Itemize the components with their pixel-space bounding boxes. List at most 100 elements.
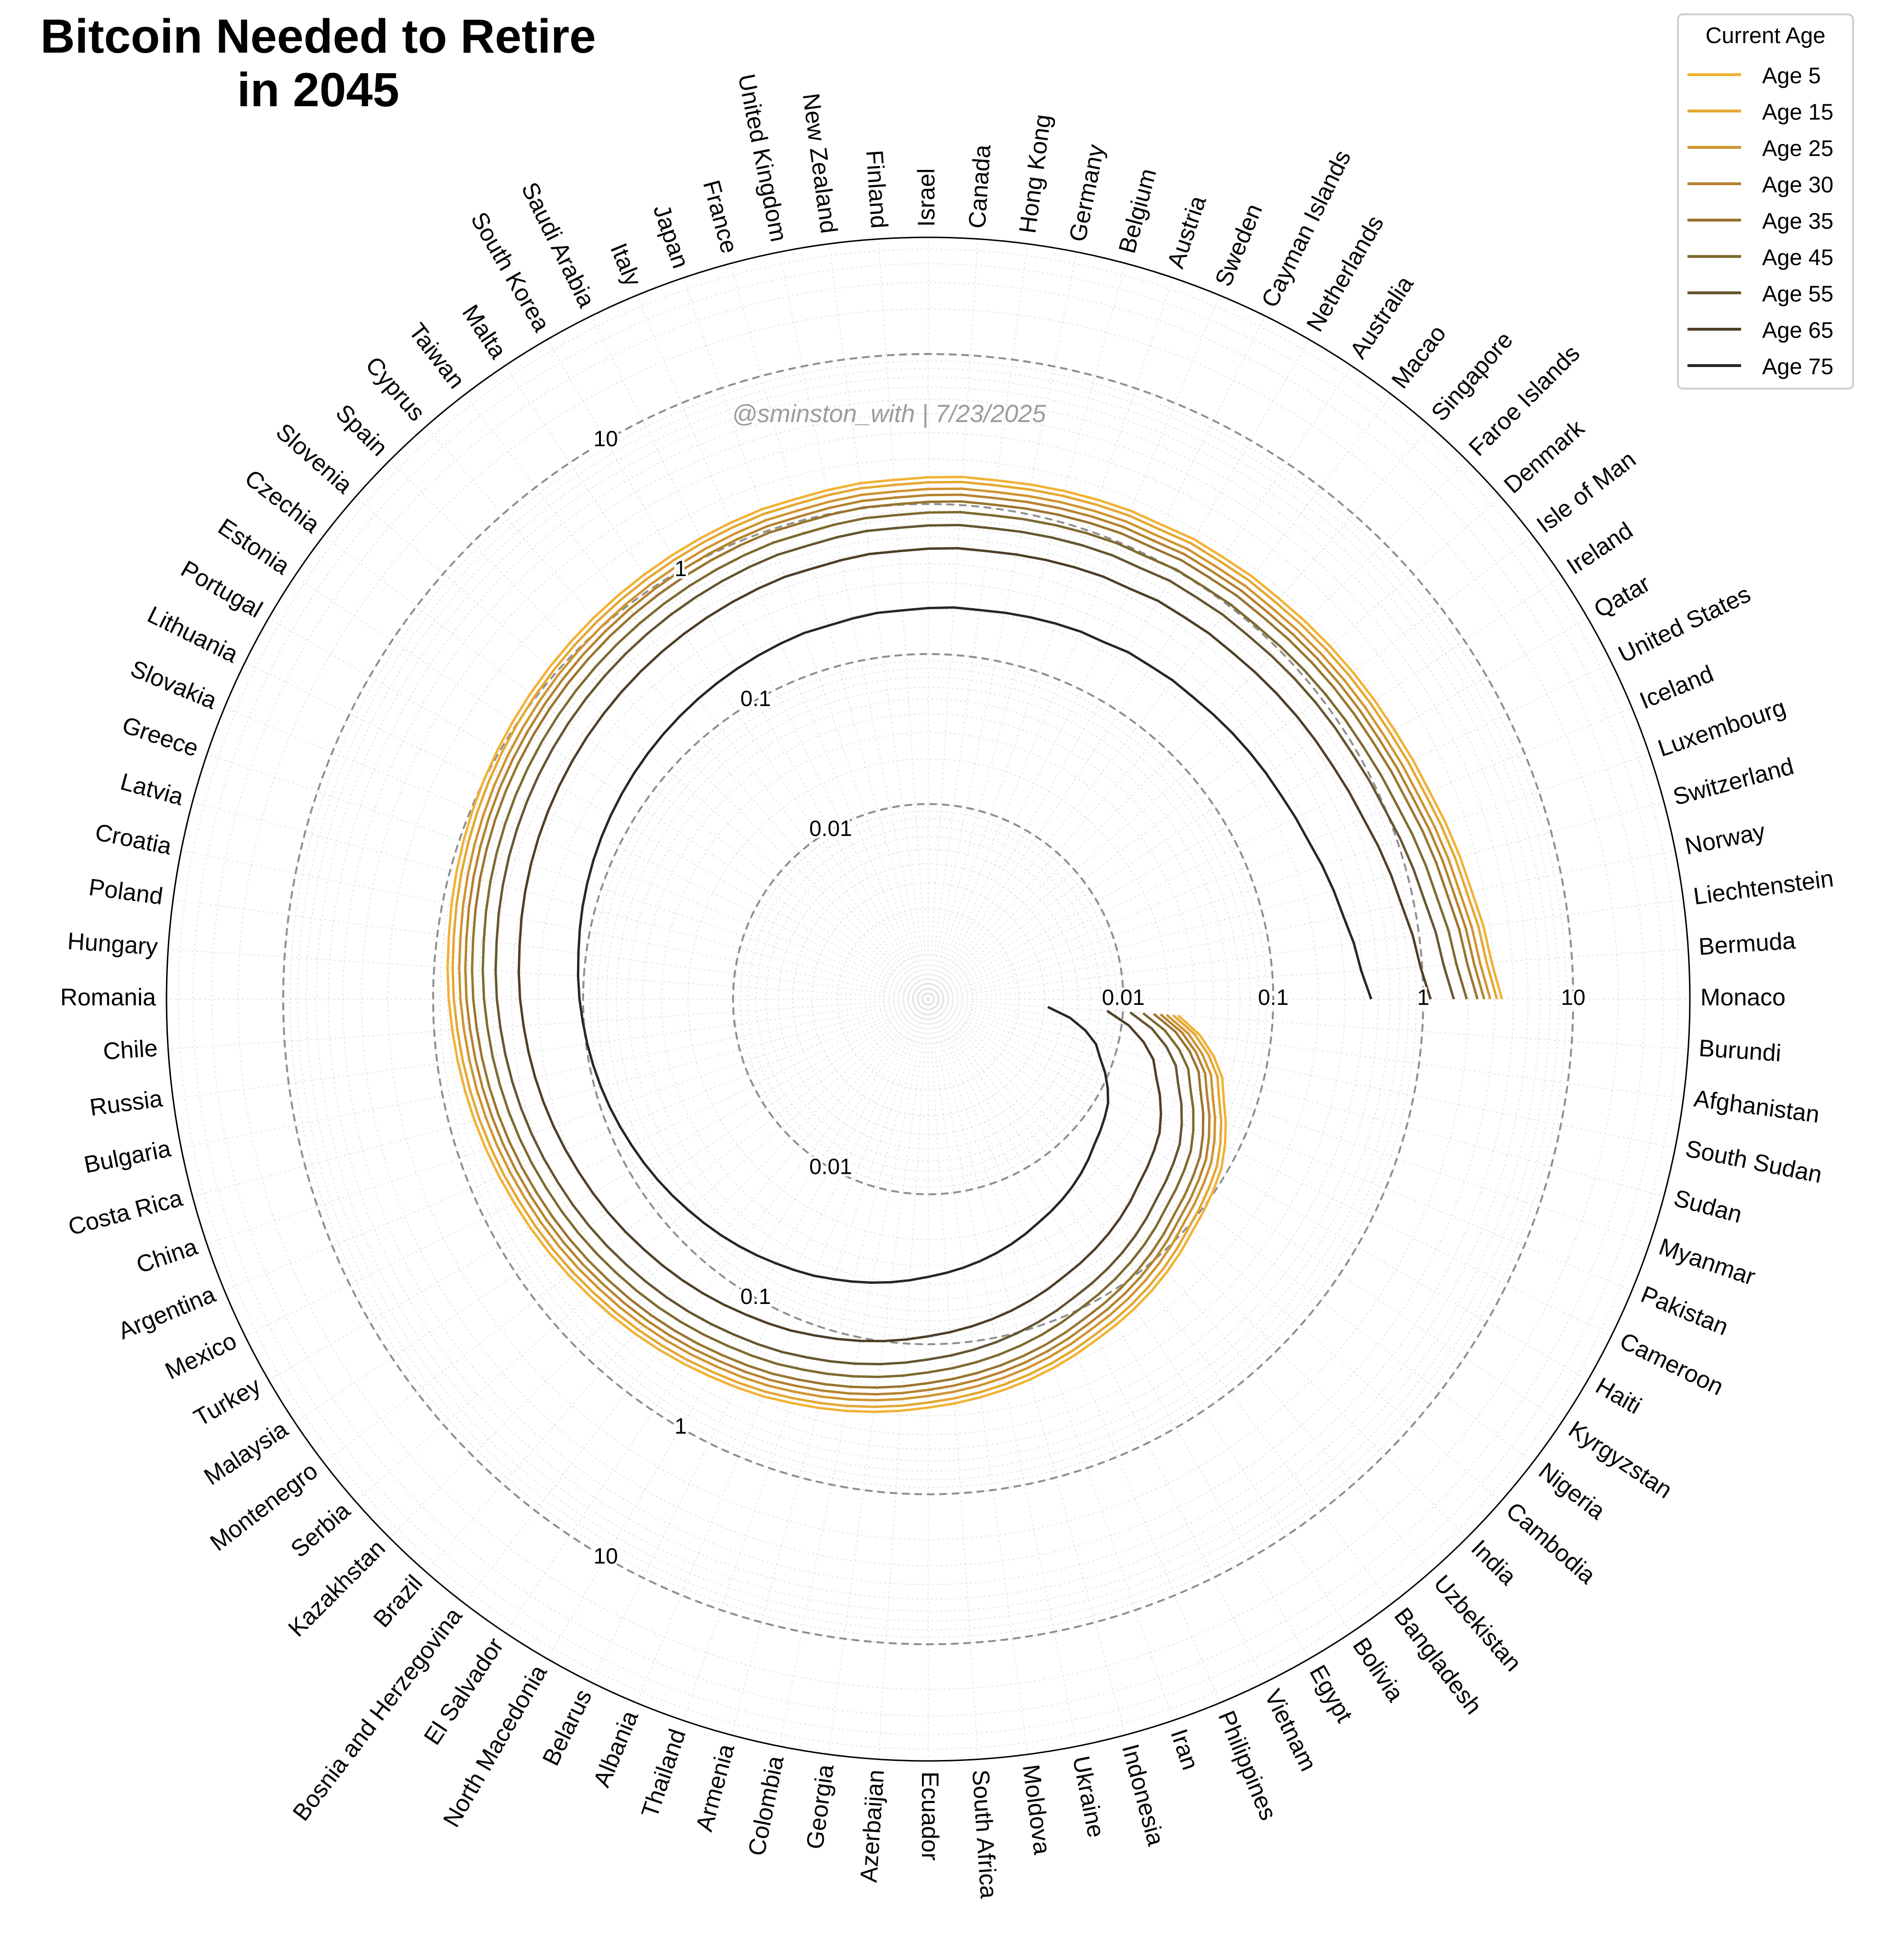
- country-label: Nigeria: [1534, 1457, 1610, 1525]
- minor-grid-ring: [766, 836, 1091, 1162]
- country-label: Austria: [1162, 192, 1211, 272]
- legend-label: Age 35: [1762, 208, 1833, 234]
- ring-tick-label: 1: [675, 1414, 687, 1438]
- major-grid-ring: [282, 353, 1575, 1646]
- country-label: Afghanistan: [1692, 1085, 1821, 1128]
- country-label: Turkey: [189, 1372, 266, 1431]
- chart-title-line-1: Bitcoin Needed to Retire: [40, 10, 596, 63]
- country-label: Czechia: [240, 464, 325, 538]
- ring-tick-label: 0.1: [1258, 985, 1288, 1010]
- country-label: China: [133, 1233, 201, 1279]
- legend-swatch: [1687, 146, 1741, 149]
- ring-label-layer: 0.01 0.01 0.01 0.1 0.1 0.1 1 1 1 10 10 10: [591, 424, 1587, 1571]
- legend-item: Age 35: [1687, 205, 1850, 234]
- legend-label: Age 25: [1762, 135, 1833, 161]
- legend-swatch: [1687, 110, 1741, 112]
- minor-grid-ring: [306, 377, 1551, 1622]
- country-label: Moldova: [1018, 1763, 1056, 1856]
- country-label: Ireland: [1562, 517, 1637, 580]
- country-label: Qatar: [1589, 570, 1654, 623]
- grid-spoke: [928, 999, 1562, 1423]
- country-label: Russia: [88, 1085, 164, 1121]
- major-grid-ring: [732, 803, 1124, 1195]
- watermark: @sminston_with | 7/23/2025: [732, 400, 1046, 428]
- grid-spoke: [425, 426, 929, 1000]
- country-label: New Zealand: [798, 92, 843, 235]
- series-line: [517, 547, 1432, 1343]
- minor-grid-ring: [747, 818, 1110, 1180]
- country-label: Switzerland: [1670, 753, 1797, 811]
- minor-grid-ring: [361, 432, 1496, 1567]
- country-label: Macao: [1386, 320, 1451, 393]
- legend-item: Age 25: [1687, 132, 1850, 162]
- country-label: India: [1466, 1535, 1521, 1590]
- legend-label: Age 15: [1762, 99, 1833, 124]
- country-label: Indonesia: [1117, 1741, 1169, 1849]
- country-label: United Kingdom: [733, 72, 792, 244]
- country-label: Bermuda: [1698, 927, 1796, 960]
- chart-title-line-2: in 2045: [237, 63, 400, 117]
- series-line: [577, 606, 1373, 1284]
- chart-title: Bitcoin Needed to Retire in 2045: [0, 10, 636, 117]
- grid-spoke: [464, 999, 929, 1604]
- grid-spoke: [928, 244, 1028, 1000]
- grid-spoke: [928, 999, 1533, 1463]
- legend-swatch: [1687, 73, 1741, 76]
- grid-spoke: [731, 263, 929, 1000]
- grid-spoke: [928, 999, 1028, 1755]
- grid-spoke: [928, 899, 1684, 1000]
- country-label: Spain: [331, 399, 393, 461]
- country-label: France: [698, 177, 743, 256]
- ring-tick-label: 0.1: [740, 1284, 771, 1309]
- legend-label: Age 45: [1762, 245, 1833, 270]
- grid-spoke: [389, 460, 929, 1000]
- legend: Current Age Age 5 Age 15 Age 25 Age 30 Age 3…: [1677, 13, 1854, 390]
- ring-tick-label: 10: [593, 1544, 618, 1569]
- minor-grid-ring: [492, 563, 1364, 1435]
- country-label: Sweden: [1210, 200, 1267, 290]
- legend-label: Age 55: [1762, 281, 1833, 306]
- country-label: Armenia: [690, 1741, 739, 1835]
- country-label: Sudan: [1671, 1184, 1745, 1228]
- legend-item: Age 45: [1687, 241, 1850, 271]
- outer-boundary: [166, 236, 1691, 1762]
- minor-grid-ring: [388, 458, 1469, 1540]
- country-label: Azerbaijan: [855, 1769, 889, 1883]
- series-line: [471, 500, 1479, 1389]
- ring-tick-label: 1: [675, 556, 687, 581]
- minor-grid-ring: [447, 518, 1410, 1481]
- country-label: Thailand: [636, 1726, 691, 1821]
- country-label: Malta: [457, 300, 512, 364]
- country-label: Portugal: [177, 555, 267, 623]
- grid-spoke: [928, 263, 1126, 1000]
- grid-spoke: [928, 999, 1665, 1197]
- grid-spoke: [294, 575, 929, 1000]
- minor-grid-ring: [882, 953, 974, 1045]
- country-label: Finland: [861, 149, 893, 229]
- legend-item: Age 55: [1687, 278, 1850, 307]
- country-label: Taiwan: [404, 318, 470, 394]
- country-label: Greece: [119, 711, 202, 762]
- series-line: [451, 480, 1498, 1408]
- legend-title: Current Age: [1705, 22, 1826, 48]
- grid-spoke: [928, 999, 1684, 1099]
- country-label: Mexico: [161, 1327, 241, 1384]
- country-label: Hong Kong: [1014, 113, 1056, 235]
- country-label: Ukraine: [1067, 1754, 1110, 1840]
- country-label: Georgia: [801, 1763, 839, 1851]
- legend-swatch: [1687, 255, 1741, 258]
- country-label: Argentina: [114, 1281, 219, 1345]
- country-label: Canada: [964, 144, 996, 229]
- country-label: Latvia: [118, 768, 187, 811]
- country-label: Colombia: [743, 1754, 789, 1858]
- country-label: Costa Rica: [66, 1184, 186, 1240]
- country-label: Belarus: [537, 1685, 597, 1770]
- minor-grid-ring: [837, 908, 1019, 1090]
- grid-spoke: [355, 999, 929, 1502]
- grid-spoke: [928, 707, 1632, 1000]
- grid-spoke: [389, 999, 929, 1538]
- major-grid-ring: [432, 503, 1424, 1495]
- country-label: Romania: [60, 984, 156, 1011]
- country-label: Egypt: [1304, 1660, 1358, 1727]
